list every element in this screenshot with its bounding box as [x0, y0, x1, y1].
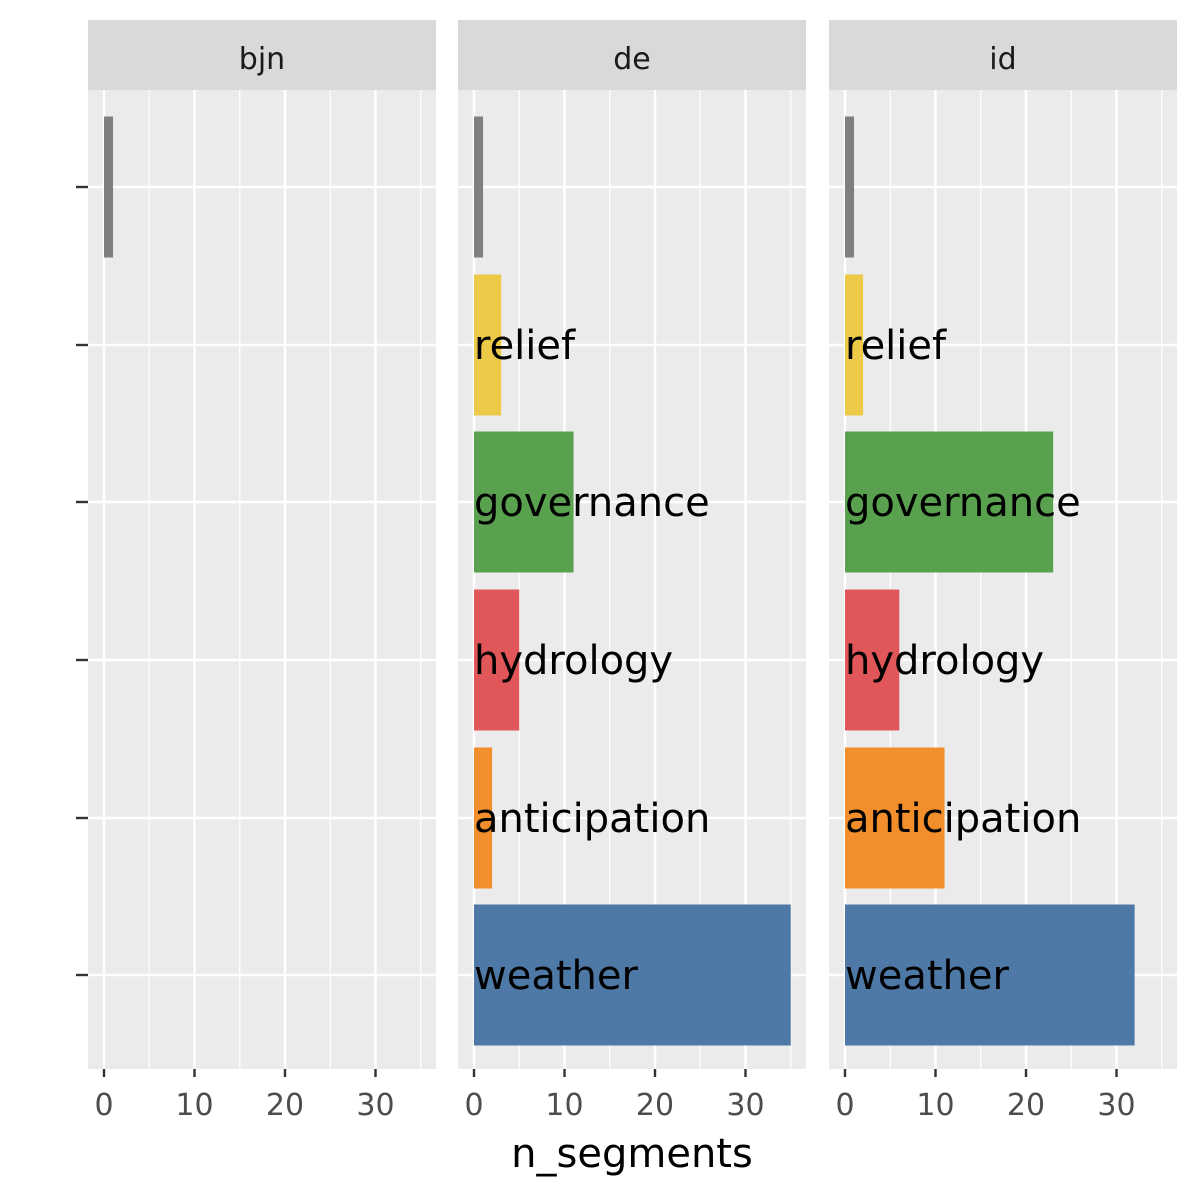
bar-relief — [474, 274, 502, 416]
facet-strip-label: de — [613, 42, 651, 77]
facet-strip-label: bjn — [239, 42, 285, 77]
x-tick-label: 10 — [545, 1088, 583, 1123]
facet-panels: bjn 0 10 20 30 de relief governance hydrology ant… — [88, 20, 1177, 1123]
x-tick-label: 20 — [1007, 1088, 1045, 1123]
bar-relief — [845, 274, 864, 416]
y-axis-ticks — [76, 185, 88, 977]
bar-weather — [845, 904, 1135, 1046]
bar-label-weather: weather — [474, 953, 638, 999]
x-tick-label: 0 — [94, 1088, 113, 1123]
bar-hydrology — [845, 589, 900, 731]
x-tick-label: 20 — [636, 1088, 674, 1123]
bar-governance — [474, 431, 574, 573]
x-tick-label: 10 — [175, 1088, 213, 1123]
x-tick-label: 30 — [726, 1088, 764, 1123]
bar-label-weather: weather — [845, 953, 1009, 999]
bar-anticipation — [845, 747, 945, 889]
facet-strip — [458, 20, 806, 90]
facet-panel-id: id relief governance hydrology anticipation w… — [829, 20, 1177, 1123]
bar-label-governance: governance — [474, 480, 710, 526]
bar-unlabeled — [845, 116, 855, 258]
bar-label-relief: relief — [845, 323, 947, 369]
x-tick-label: 30 — [1097, 1088, 1135, 1123]
x-axis-title: n_segments — [511, 1131, 753, 1177]
bar-unlabeled — [104, 116, 114, 258]
facet-strip — [829, 20, 1177, 90]
x-tick-label: 0 — [835, 1088, 854, 1123]
facet-strip — [88, 20, 436, 90]
x-tick-label: 20 — [266, 1088, 304, 1123]
facet-panel-bjn: bjn 0 10 20 30 — [88, 20, 436, 1123]
x-tick-label: 30 — [356, 1088, 394, 1123]
bar-label-relief: relief — [474, 323, 576, 369]
panel-background — [88, 90, 436, 1069]
bar-label-hydrology: hydrology — [474, 638, 673, 684]
x-tick-label: 10 — [916, 1088, 954, 1123]
bar-anticipation — [474, 747, 493, 889]
facet-strip-label: id — [989, 42, 1016, 77]
bar-label-anticipation: anticipation — [474, 796, 710, 842]
bar-hydrology — [474, 589, 520, 731]
bar-label-hydrology: hydrology — [845, 638, 1044, 684]
facet-panel-de: de relief governance hydrology anticipation w… — [458, 20, 806, 1123]
bar-label-governance: governance — [845, 480, 1081, 526]
x-tick-label: 0 — [464, 1088, 483, 1123]
bar-label-anticipation: anticipation — [845, 796, 1081, 842]
bar-governance — [845, 431, 1054, 573]
bar-weather — [474, 904, 791, 1046]
bar-unlabeled — [474, 116, 484, 258]
